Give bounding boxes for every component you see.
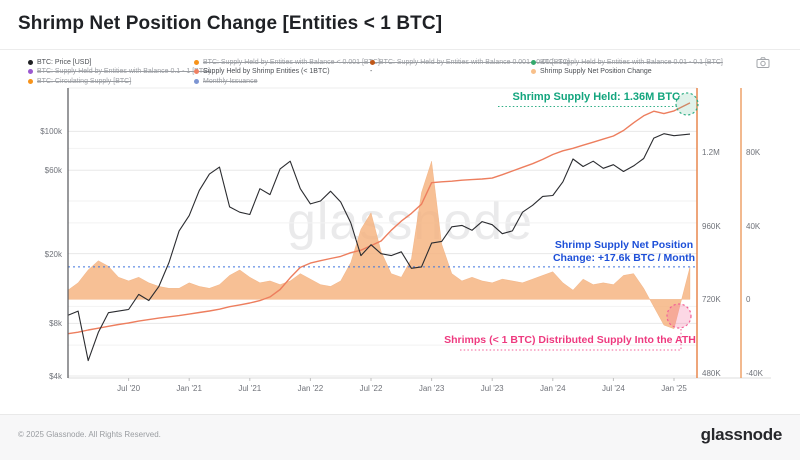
legend-dot-supply-01-1 bbox=[28, 69, 33, 74]
legend-dot-shrimp-supply bbox=[194, 69, 199, 74]
x-tick-Jan22: Jan '22 bbox=[297, 384, 324, 393]
legend-dot-supply-0001-001 bbox=[370, 59, 375, 65]
x-tick-Jul24: Jul '24 bbox=[601, 384, 625, 393]
npc-tick-0: 0 bbox=[746, 295, 751, 305]
supply-tick-480K: 480K bbox=[702, 369, 721, 378]
x-tick-Jan25: Jan '25 bbox=[661, 384, 687, 393]
legend-item-hidden-series[interactable]: - bbox=[370, 67, 372, 77]
glassnode-logo: glassnode bbox=[700, 425, 783, 444]
legend-label-supply-0001-001: BTC: Supply Held by Entities with Balanc… bbox=[379, 58, 570, 66]
page-title: Shrimp Net Position Change [Entities < 1… bbox=[18, 13, 443, 34]
x-tick-Jul21: Jul '21 bbox=[238, 384, 262, 393]
price-tick-100k: $100k bbox=[40, 127, 62, 137]
legend-item-btc-price[interactable]: BTC: Price [USD] bbox=[28, 57, 91, 67]
supply-tick-12M: 1.2M bbox=[702, 148, 720, 157]
glassnode-watermark: glassnode bbox=[286, 193, 534, 251]
price-tick-60k: $60k bbox=[44, 166, 62, 176]
legend-label-monthly-issuance: Monthly Issuance bbox=[203, 77, 258, 85]
legend-label-supply-lt-0001: BTC: Supply Held by Entities with Balanc… bbox=[203, 58, 380, 66]
x-tick-Jul23: Jul '23 bbox=[480, 384, 504, 393]
annotation-net-position-line1: Shrimp Supply Net Position bbox=[554, 239, 694, 251]
npc-tick-40K: -40K bbox=[746, 369, 763, 378]
legend-dot-monthly-issuance bbox=[194, 78, 199, 84]
annotation-distributed-supply: Shrimps (< 1 BTC) Distributed Supply Int… bbox=[444, 334, 696, 346]
legend-dot-supply-001-01 bbox=[531, 59, 536, 65]
legend-label-circulating-supply: BTC: Circulating Supply [BTC] bbox=[37, 77, 132, 85]
footer: © 2025 Glassnode. All Rights Reserved. g… bbox=[0, 414, 800, 460]
legend-dot-shrimp-npc bbox=[531, 69, 536, 74]
legend-label-supply-01-1: BTC: Supply Held by Entities with Balanc… bbox=[37, 68, 211, 75]
header-divider bbox=[0, 49, 800, 50]
supply-tick-960K: 960K bbox=[702, 221, 721, 231]
x-tick-Jul22: Jul '22 bbox=[359, 384, 383, 393]
legend-dot-supply-lt-0001 bbox=[194, 59, 199, 65]
annotation-net-position: Shrimp Supply Net Position Change: +17.6… bbox=[536, 239, 712, 265]
price-tick-4k: $4k bbox=[49, 372, 62, 381]
x-tick-Jul20: Jul '20 bbox=[117, 384, 141, 393]
legend-label-supply-001-01: BTC: Supply Held by Entities with Balanc… bbox=[540, 58, 723, 66]
npc-tick-80K: 80K bbox=[746, 148, 761, 157]
supply-end-highlight-circle bbox=[675, 92, 699, 116]
price-tick-8k: $8k bbox=[49, 319, 62, 329]
price-tick-20k: $20k bbox=[44, 249, 62, 259]
legend-item-supply-0001-001[interactable]: BTC: Supply Held by Entities with Balanc… bbox=[370, 57, 570, 67]
legend: BTC: Price [USD] BTC: Supply Held by Enti… bbox=[0, 0, 800, 90]
legend-label-shrimp-supply: Supply Held by Shrimp Entities (< 1BTC) bbox=[203, 68, 330, 75]
legend-item-supply-001-01[interactable]: BTC: Supply Held by Entities with Balanc… bbox=[531, 57, 723, 67]
legend-label-shrimp-npc: Shrimp Supply Net Position Change bbox=[540, 68, 652, 75]
x-tick-Jan21: Jan '21 bbox=[176, 384, 202, 393]
copyright-text: © 2025 Glassnode. All Rights Reserved. bbox=[18, 430, 161, 439]
npc-tick-40K: 40K bbox=[746, 221, 761, 231]
supply-tick-720K: 720K bbox=[702, 295, 721, 305]
legend-label-btc-price: BTC: Price [USD] bbox=[37, 58, 92, 66]
x-tick-Jan24: Jan '24 bbox=[540, 384, 566, 393]
legend-item-supply-01-1[interactable]: BTC: Supply Held by Entities with Balanc… bbox=[28, 67, 210, 77]
legend-item-monthly-issuance[interactable]: Monthly Issuance bbox=[194, 76, 257, 86]
legend-dot-circulating-supply bbox=[28, 78, 33, 84]
legend-dot-btc-price bbox=[28, 59, 33, 65]
legend-item-shrimp-npc[interactable]: Shrimp Supply Net Position Change bbox=[531, 67, 652, 77]
x-tick-Jan23: Jan '23 bbox=[418, 384, 445, 393]
legend-item-supply-lt-0001[interactable]: BTC: Supply Held by Entities with Balanc… bbox=[194, 57, 380, 67]
legend-label-hidden-series: - bbox=[370, 68, 373, 75]
annotation-supply-held: Shrimp Supply Held: 1.36M BTC bbox=[512, 91, 680, 103]
legend-item-shrimp-supply[interactable]: Supply Held by Shrimp Entities (< 1BTC) bbox=[194, 67, 330, 77]
legend-item-circulating-supply[interactable]: BTC: Circulating Supply [BTC] bbox=[28, 76, 131, 86]
distribution-dip-highlight-circle bbox=[666, 303, 692, 329]
annotation-net-position-line2: Change: +17.6k BTC / Month bbox=[552, 252, 696, 264]
camera-icon[interactable] bbox=[756, 56, 772, 70]
